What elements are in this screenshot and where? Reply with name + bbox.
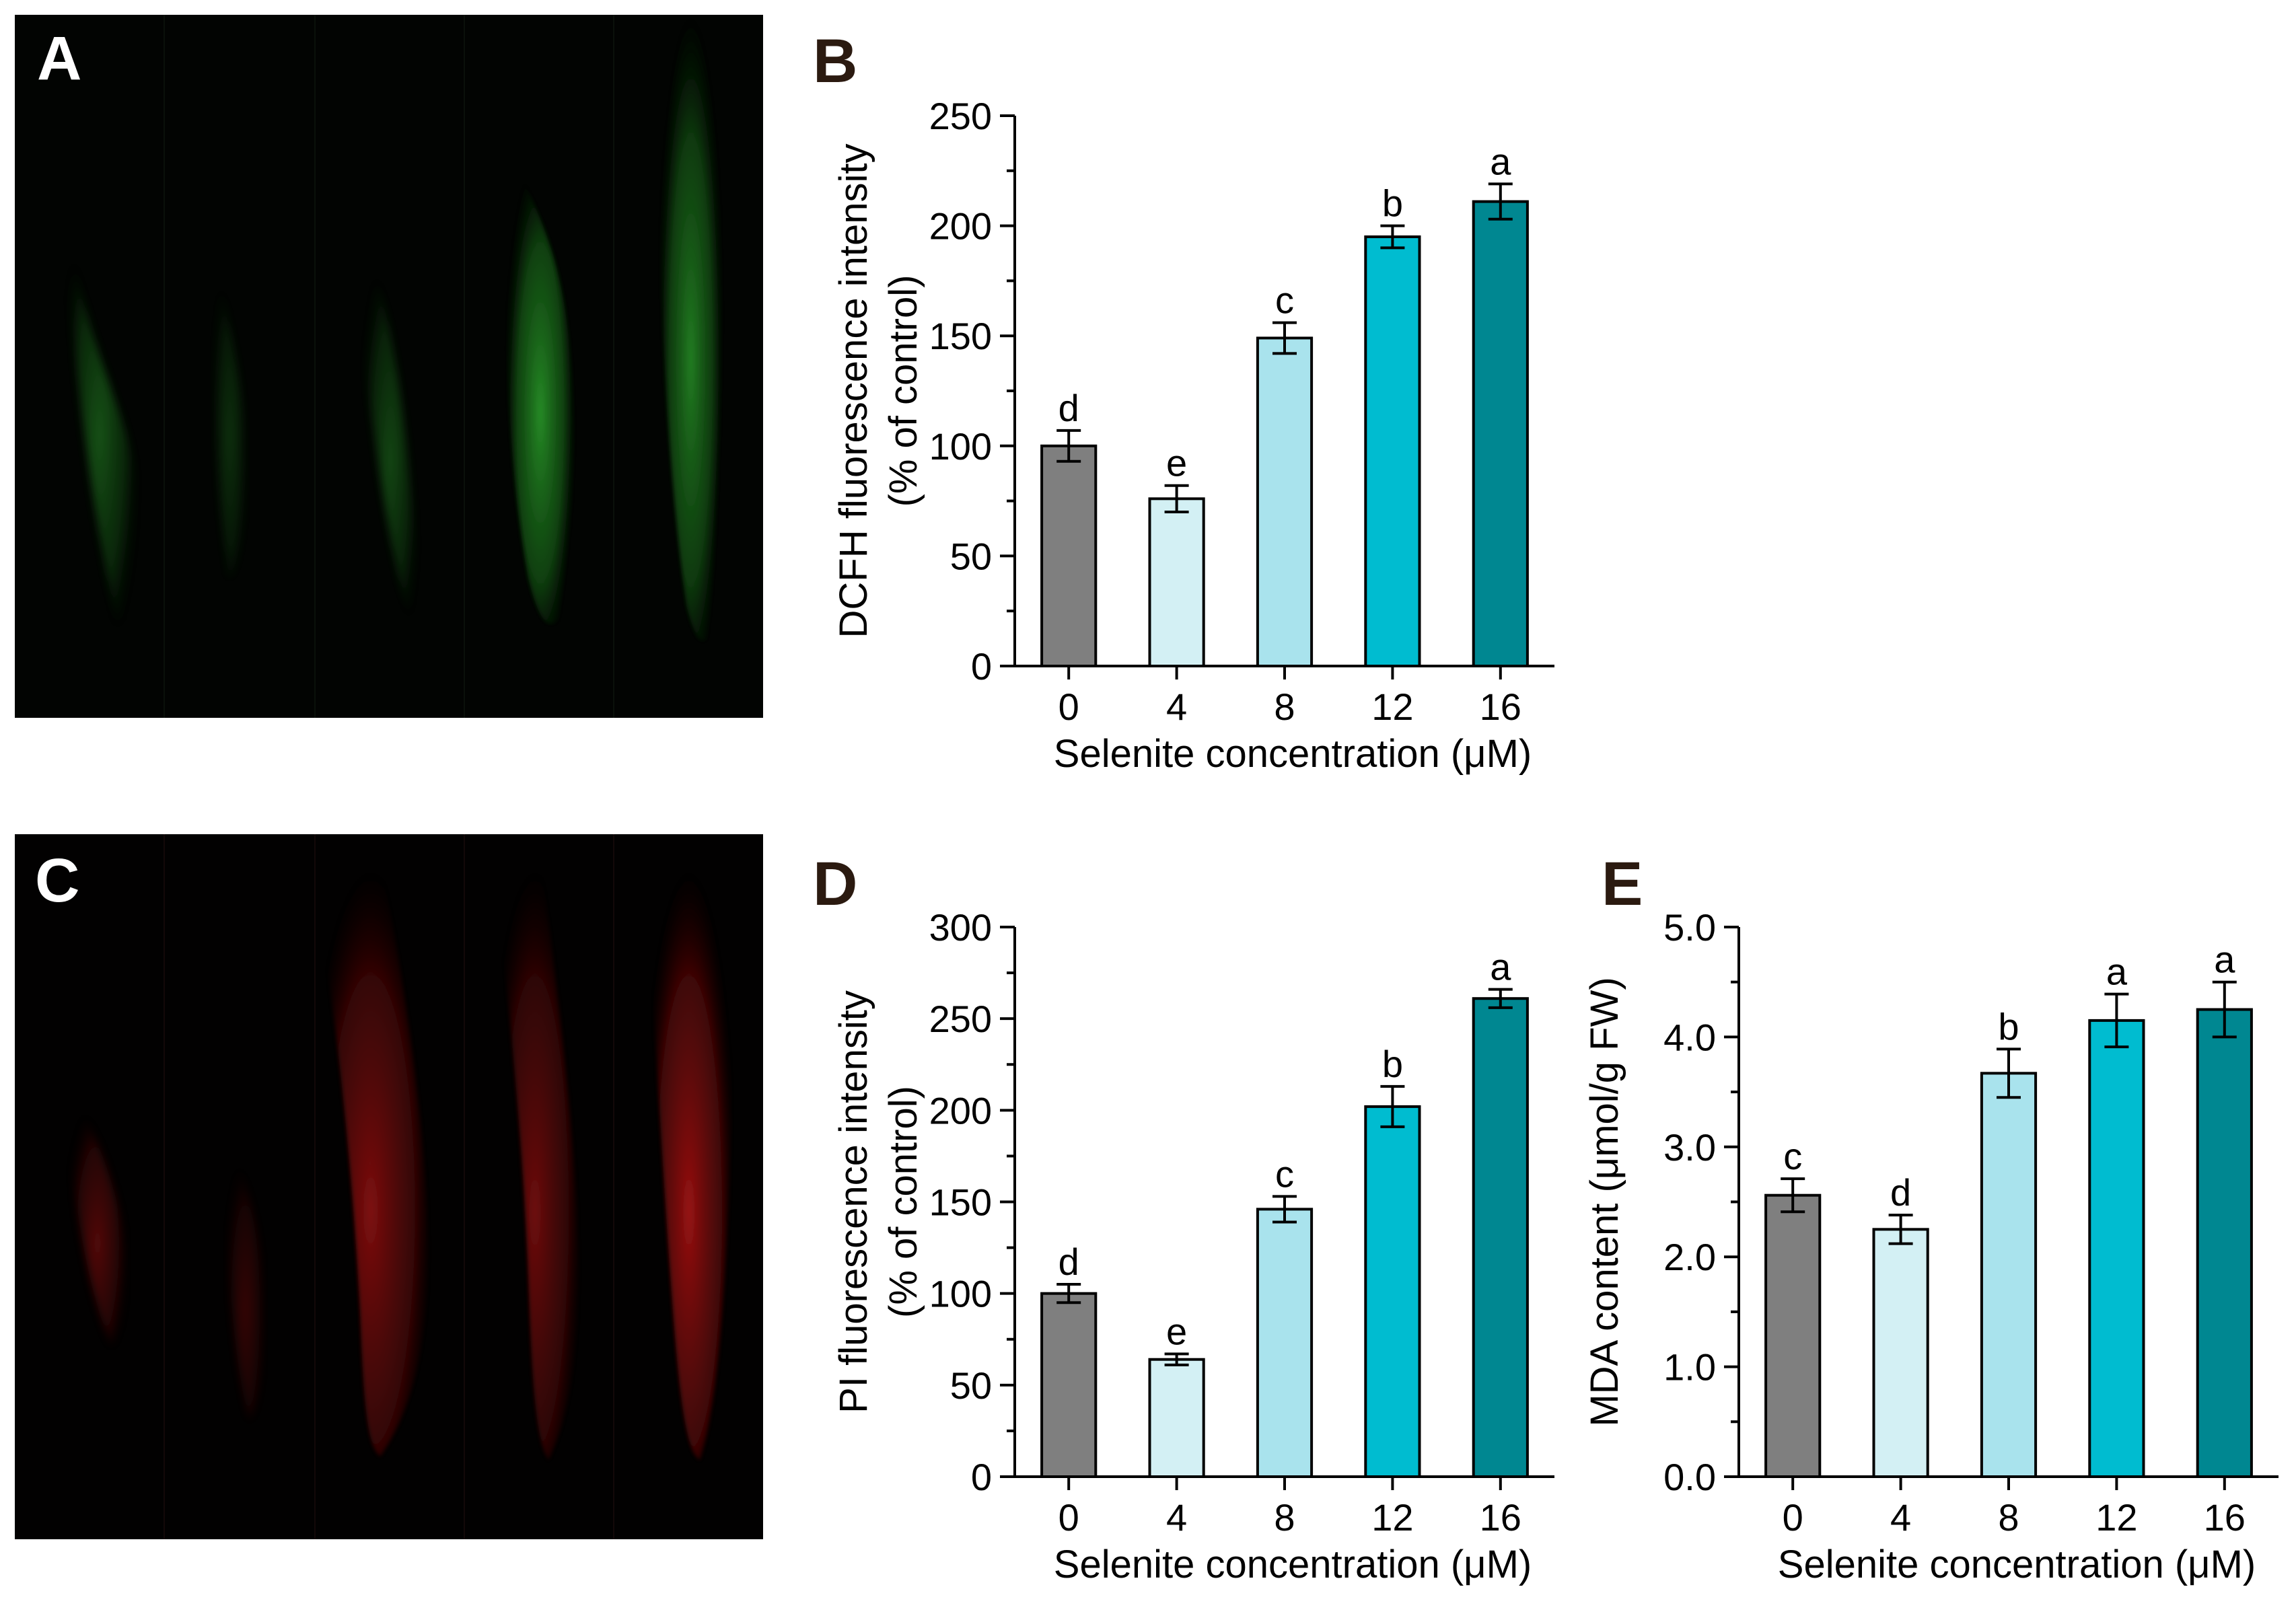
y-tick-label: 2.0 — [1663, 1236, 1716, 1278]
x-tick-label: 4 — [1166, 686, 1187, 728]
root-c-4 — [491, 841, 579, 1460]
bar — [1148, 497, 1205, 667]
x-axis-title: Selenite concentration (μM) — [1778, 1543, 2256, 1586]
significance-letter: c — [1275, 1152, 1294, 1195]
significance-letter: a — [2214, 938, 2235, 981]
x-tick-label: 8 — [1274, 1496, 1295, 1539]
significance-letter: d — [1059, 1241, 1079, 1283]
root-c-5 — [646, 841, 732, 1460]
bar — [1364, 235, 1421, 667]
root-c-3 — [313, 841, 429, 1457]
y-tick-label: 50 — [950, 535, 992, 577]
y-axis-title: MDA content (μmol/g FW) — [1583, 977, 1626, 1426]
significance-letter: c — [1275, 279, 1294, 322]
panel-letter-a: A — [37, 24, 81, 93]
root-a-2 — [213, 262, 246, 579]
x-tick-label: 0 — [1059, 686, 1079, 728]
y-tick-label: 0 — [971, 1456, 992, 1498]
bar — [1764, 1193, 1822, 1479]
x-tick-label: 12 — [1371, 1496, 1413, 1539]
micrograph-c-dividers — [164, 834, 614, 1539]
y-axis-title: PI fluorescence intensity — [832, 990, 875, 1413]
significance-letter: a — [1490, 946, 1511, 988]
bar — [1040, 444, 1098, 667]
significance-letter: b — [1382, 182, 1403, 225]
y-tick-label: 250 — [929, 95, 992, 137]
panel-letter-e: E — [1602, 850, 1643, 918]
y-tick-label: 0.0 — [1663, 1456, 1716, 1498]
significance-letter: a — [1490, 140, 1511, 182]
x-axis-title: Selenite concentration (μM) — [1054, 1543, 1532, 1586]
bar — [1872, 1228, 1929, 1478]
y-tick-label: 200 — [929, 1089, 992, 1132]
x-tick-label: 16 — [1480, 686, 1521, 728]
bar — [1256, 336, 1314, 667]
significance-letter: d — [1890, 1171, 1911, 1214]
y-tick-label: 150 — [929, 1181, 992, 1224]
bar — [1256, 1208, 1314, 1478]
y-tick-label: 50 — [950, 1364, 992, 1407]
root-a-5 — [660, 17, 721, 641]
significance-letter: b — [1382, 1043, 1403, 1085]
y-tick-label: 5.0 — [1663, 906, 1716, 949]
significance-letter: e — [1166, 442, 1187, 484]
x-tick-label: 8 — [1274, 686, 1295, 728]
x-tick-label: 12 — [2095, 1496, 2137, 1539]
y-tick-label: 0 — [971, 645, 992, 688]
root-c-1 — [69, 1090, 126, 1345]
panel-letter-b: B — [813, 27, 857, 96]
bar — [1040, 1292, 1098, 1478]
y-tick-label: 4.0 — [1663, 1016, 1716, 1058]
bar — [2088, 1019, 2145, 1478]
y-tick-label: 100 — [929, 1273, 992, 1315]
root-a-1 — [64, 202, 135, 626]
x-tick-label: 16 — [2204, 1496, 2246, 1539]
y-tick-label: 300 — [929, 906, 992, 949]
y-tick-label: 1.0 — [1663, 1346, 1716, 1389]
significance-letter: b — [1998, 1005, 2019, 1047]
y-tick-label: 150 — [929, 315, 992, 357]
micrograph-a-dividers — [164, 15, 614, 718]
bar — [1364, 1105, 1421, 1479]
bar — [1148, 1358, 1205, 1478]
significance-letter: a — [2106, 951, 2128, 993]
y-axis-title: (% of control) — [882, 275, 925, 507]
bar — [1980, 1072, 2038, 1478]
y-tick-label: 3.0 — [1663, 1126, 1716, 1169]
x-tick-label: 4 — [1890, 1496, 1911, 1539]
bar — [1472, 997, 1529, 1478]
x-tick-label: 12 — [1371, 686, 1413, 728]
y-tick-label: 250 — [929, 998, 992, 1040]
panel-letter-d: D — [813, 850, 857, 918]
y-tick-label: 100 — [929, 425, 992, 468]
panel-c: C — [15, 834, 763, 1539]
x-tick-label: 8 — [1998, 1496, 2019, 1539]
bar — [1472, 200, 1529, 668]
bar — [2196, 1008, 2253, 1479]
x-tick-label: 0 — [1059, 1496, 1079, 1539]
root-a-4 — [507, 155, 574, 624]
y-axis-title: (% of control) — [882, 1086, 925, 1318]
y-tick-label: 200 — [929, 205, 992, 248]
panel-a: A — [15, 15, 763, 718]
significance-letter: e — [1166, 1311, 1187, 1353]
x-tick-label: 4 — [1166, 1496, 1187, 1539]
x-tick-label: 16 — [1480, 1496, 1521, 1539]
root-c-2 — [226, 1144, 264, 1420]
y-axis-title: DCFH fluorescence intensity — [832, 144, 875, 638]
root-a-3 — [363, 249, 418, 632]
significance-letter: d — [1059, 387, 1079, 429]
significance-letter: c — [1783, 1135, 1802, 1177]
x-tick-label: 0 — [1783, 1496, 1803, 1539]
panel-letter-c: C — [35, 846, 79, 915]
x-axis-title: Selenite concentration (μM) — [1054, 732, 1532, 776]
